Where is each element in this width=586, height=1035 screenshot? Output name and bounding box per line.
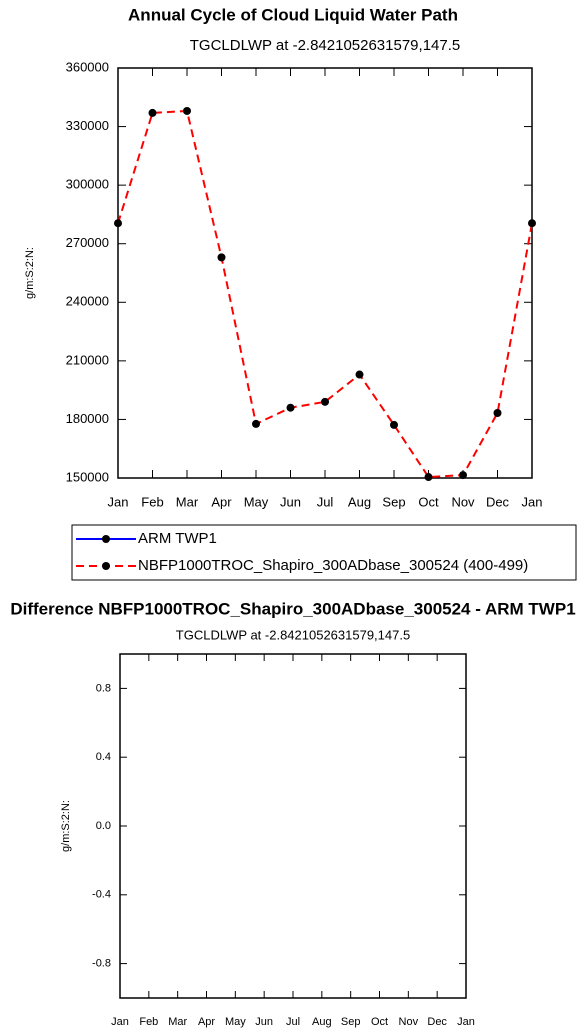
y-tick-label: 300000 <box>66 177 109 192</box>
x-tick-label: May <box>244 494 269 509</box>
data-point <box>355 370 364 379</box>
data-point <box>321 397 329 406</box>
chart-subtitle: TGCLDLWP at -2.8421052631579,147.5 <box>190 37 460 54</box>
y-axis-label: g/m:S:2:N: <box>60 800 72 852</box>
chart-title: Difference NBFP1000TROC_Shapiro_300ADbas… <box>10 599 575 618</box>
y-tick-label: 330000 <box>66 118 109 133</box>
y-tick-label: 150000 <box>66 469 109 484</box>
x-tick-label: Apr <box>198 1016 215 1028</box>
legend-marker <box>102 562 110 570</box>
x-tick-label: Jan <box>457 1016 475 1028</box>
data-point <box>217 253 226 262</box>
x-tick-label: Nov <box>451 494 475 509</box>
y-tick-label: 240000 <box>66 294 109 309</box>
x-tick-label: Jun <box>280 494 301 509</box>
x-tick-label: Jul <box>317 494 334 509</box>
data-point <box>148 108 157 117</box>
x-tick-label: Dec <box>486 494 510 509</box>
x-tick-label: Sep <box>382 494 405 509</box>
legend-label: ARM TWP1 <box>138 530 217 547</box>
data-point <box>424 473 433 482</box>
x-tick-label: Oct <box>418 494 439 509</box>
x-tick-label: Aug <box>312 1016 332 1028</box>
y-tick-label: 270000 <box>66 235 109 250</box>
x-tick-label: Oct <box>371 1016 388 1028</box>
x-tick-label: Feb <box>141 494 163 509</box>
x-tick-label: Dec <box>427 1016 447 1028</box>
series-line <box>117 109 533 479</box>
y-tick-label: -0.8 <box>92 958 111 970</box>
data-point <box>528 219 536 228</box>
legend-label: NBFP1000TROC_Shapiro_300ADbase_300524 (4… <box>138 557 528 574</box>
x-tick-label: Aug <box>348 494 371 509</box>
data-point <box>114 219 122 228</box>
x-tick-label: Apr <box>211 494 232 509</box>
x-tick-label: Jan <box>108 494 129 509</box>
x-tick-label: Feb <box>139 1016 158 1028</box>
data-point <box>286 403 295 412</box>
data-point <box>493 408 502 417</box>
y-tick-label: 210000 <box>66 352 109 367</box>
y-tick-label: 0.4 <box>96 751 111 763</box>
data-point <box>390 420 398 429</box>
x-tick-label: Mar <box>168 1016 187 1028</box>
x-tick-label: Mar <box>176 494 199 509</box>
y-tick-label: 360000 <box>66 59 109 74</box>
chart-subtitle: TGCLDLWP at -2.8421052631579,147.5 <box>176 627 410 642</box>
x-tick-label: May <box>225 1016 246 1028</box>
data-point <box>183 106 191 115</box>
data-point <box>252 419 260 428</box>
x-tick-label: Nov <box>399 1016 419 1028</box>
data-point <box>459 471 467 480</box>
x-tick-label: Sep <box>341 1016 361 1028</box>
plot-frame <box>119 653 467 999</box>
x-tick-label: Jan <box>111 1016 129 1028</box>
x-tick-label: Jan <box>522 494 543 509</box>
y-tick-label: 0.8 <box>96 682 111 694</box>
y-tick-label: 180000 <box>66 411 109 426</box>
y-tick-label: -0.4 <box>92 889 111 901</box>
y-axis-label: g/m:S:2:N: <box>24 247 36 299</box>
chart-title: Annual Cycle of Cloud Liquid Water Path <box>128 5 458 24</box>
x-tick-label: Jun <box>255 1016 273 1028</box>
legend-marker <box>102 535 110 543</box>
x-tick-label: Jul <box>286 1016 300 1028</box>
legend-box <box>71 524 577 581</box>
plot-frame <box>117 67 533 479</box>
y-tick-label: 0.0 <box>96 820 111 832</box>
